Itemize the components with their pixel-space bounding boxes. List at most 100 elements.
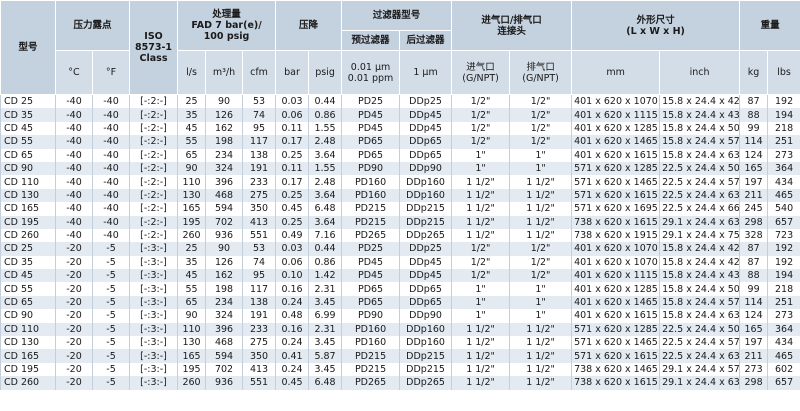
table-cell: [-:3:-] (129, 376, 179, 390)
table-cell: -40 (91, 148, 131, 162)
table-cell: DDp45 (399, 269, 453, 283)
table-cell: -40 (55, 215, 93, 229)
table-cell: 165 (739, 322, 769, 337)
table-cell: -40 (55, 135, 93, 149)
table-cell: 364 (767, 322, 800, 337)
table-cell: 1/2" (451, 242, 511, 256)
table-cell: [-:2:-] (129, 161, 179, 176)
table-cell: 198 (205, 135, 244, 149)
table-cell: 29.1 x 24.4 x 63.6 (659, 215, 741, 229)
table-cell: 162 (205, 121, 244, 136)
table-cell: PD160 (341, 322, 401, 337)
table-cell: 401 x 620 x 1070 (571, 255, 661, 270)
unit-cell: mm (571, 50, 661, 95)
table-cell: 594 (205, 202, 244, 216)
table-cell: 55 (177, 135, 207, 149)
table-cell: 1/2" (509, 255, 573, 270)
table-row: CD 260 -20 -5 [-:3:-] 260 936 551 0.45 6.48 PD265… (0, 376, 800, 390)
table-cell: 1 1/2" (451, 349, 511, 363)
table-cell: [-:2:-] (129, 228, 179, 243)
table-cell: 3.64 (308, 188, 343, 203)
table-cell: -40 (91, 94, 131, 109)
table-cell: CD 195 (0, 215, 56, 229)
table-row: CD 110 -40 -40 [-:2:-] 110 396 233 0.17 2.48 PD16… (0, 175, 800, 189)
table-cell: 1 1/2" (451, 175, 511, 189)
table-cell: 738 x 620 x 1615 (571, 215, 661, 229)
table-cell: 88 (739, 108, 769, 122)
table-cell: PD90 (341, 309, 401, 323)
header-cell: 后过滤器 (399, 30, 453, 51)
table-cell: 324 (205, 309, 244, 323)
table-cell: [-:3:-] (129, 255, 179, 270)
table-cell: PD25 (341, 94, 401, 109)
table-cell: 15.8 x 24.4 x 43.9 (659, 269, 741, 283)
table-cell: 2.48 (308, 175, 343, 189)
table-cell: 22.5 x 24.4 x 50.6 (659, 161, 741, 176)
table-cell: DDp265 (399, 376, 453, 390)
table-cell: 1 1/2" (509, 228, 573, 243)
table-cell: 87 (739, 255, 769, 270)
table-cell: 95 (242, 269, 277, 283)
table-cell: 324 (205, 161, 244, 176)
table-cell: 1 1/2" (509, 202, 573, 216)
table-cell: 29.1 x 24.4 x 57.7 (659, 362, 741, 377)
table-cell: CD 35 (0, 108, 56, 122)
header-cell: 压降 (275, 0, 343, 51)
table-cell: 45 (177, 269, 207, 283)
table-cell: -40 (91, 228, 131, 243)
table-cell: 0.17 (275, 135, 310, 149)
header-cell: 预过滤器 (341, 30, 401, 51)
table-cell: -40 (91, 161, 131, 176)
table-cell: 138 (242, 148, 277, 162)
table-cell: 251 (767, 295, 800, 310)
table-cell: CD 45 (0, 269, 56, 283)
table-cell: 65 (177, 295, 207, 310)
table-cell: 2.48 (308, 135, 343, 149)
table-cell: DDp65 (399, 148, 453, 162)
table-cell: 401 x 620 x 1115 (571, 108, 661, 122)
table-cell: 0.86 (308, 255, 343, 270)
table-cell: 194 (767, 269, 800, 283)
table-cell: 364 (767, 161, 800, 176)
table-cell: 1 1/2" (451, 322, 511, 337)
table-cell: 1" (509, 295, 573, 310)
table-cell: -40 (91, 108, 131, 122)
table-cell: -5 (91, 322, 131, 337)
table-cell: -5 (91, 255, 131, 270)
table-cell: 571 x 620 x 1465 (571, 175, 661, 189)
table-cell: 6.48 (308, 202, 343, 216)
table-cell: 99 (739, 282, 769, 296)
table-row: CD 45 -40 -40 [-:2:-] 45 162 95 0.11 1.55 PD45 DDp… (0, 121, 800, 136)
table-cell: PD215 (341, 349, 401, 363)
table-cell: 1 1/2" (451, 228, 511, 243)
table-cell: DDp90 (399, 309, 453, 323)
table-cell: -40 (91, 215, 131, 229)
table-cell: 1/2" (509, 94, 573, 109)
table-cell: 0.24 (275, 336, 310, 350)
header-cell: 外形尺寸 (L x W x H) (571, 0, 741, 51)
table-cell: 401 x 620 x 1070 (571, 94, 661, 109)
table-cell: 434 (767, 336, 800, 350)
table-cell: 328 (739, 228, 769, 243)
table-cell: 1" (509, 148, 573, 162)
table-cell: -5 (91, 309, 131, 323)
table-cell: 1/2" (509, 121, 573, 136)
table-cell: CD 260 (0, 228, 56, 243)
table-cell: 1 1/2" (451, 336, 511, 350)
table-cell: DDp90 (399, 161, 453, 176)
table-row: CD 35 -20 -5 [-:3:-] 35 126 74 0.06 0.86 PD45 DDp4… (0, 255, 800, 270)
table-cell: 1/2" (451, 255, 511, 270)
table-cell: 1.55 (308, 121, 343, 136)
table-cell: 0.45 (275, 202, 310, 216)
table-cell: CD 45 (0, 121, 56, 136)
unit-cell: °C (55, 50, 93, 95)
table-cell: 130 (177, 188, 207, 203)
table-row: CD 25 -40 -40 [-:2:-] 25 90 53 0.03 0.44 PD25 DDp2… (0, 94, 800, 109)
table-cell: -20 (55, 322, 93, 337)
table-cell: 401 x 620 x 1115 (571, 269, 661, 283)
table-cell: CD 130 (0, 188, 56, 203)
table-cell: 401 x 620 x 1070 (571, 242, 661, 256)
unit-cell: °F (91, 50, 131, 95)
table-cell: 657 (767, 376, 800, 390)
table-cell: CD 130 (0, 336, 56, 350)
